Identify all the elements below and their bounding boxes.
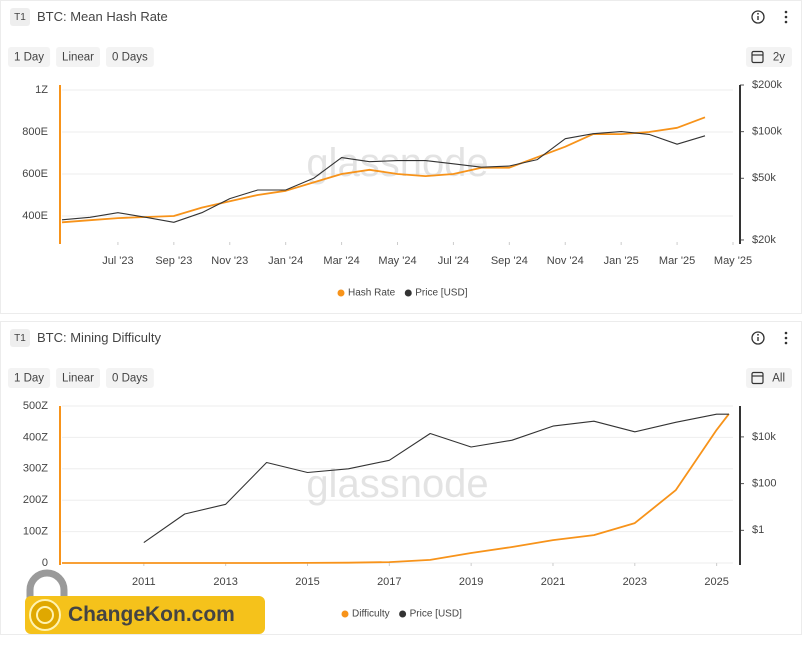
x-tick-label: Jul '24 <box>438 255 469 267</box>
x-tick-label: May '25 <box>714 255 752 267</box>
y-tick-label: 500Z <box>23 400 48 412</box>
menu-dot[interactable] <box>784 336 788 340</box>
y2-tick-label: $20k <box>752 234 776 246</box>
x-tick-label: Sep '24 <box>491 255 528 267</box>
logo-box <box>25 596 265 634</box>
y2-tick-label: $1 <box>752 524 764 536</box>
menu-dot[interactable] <box>784 10 788 14</box>
calendar-icon <box>751 371 764 385</box>
series-line <box>62 413 730 564</box>
y2-tick-label: $200k <box>752 79 782 91</box>
control-label[interactable]: 0 Days <box>112 52 148 64</box>
series-line <box>143 413 729 544</box>
control-button[interactable] <box>56 368 101 388</box>
info-icon-dot <box>757 333 759 336</box>
control-button[interactable] <box>8 47 51 67</box>
y-tick-label: 300Z <box>23 463 48 475</box>
tag: T1 <box>14 333 26 344</box>
y2-tick-label: $10k <box>752 431 776 443</box>
y-tick-label: 200Z <box>23 494 48 506</box>
logo-lock <box>26 569 68 600</box>
legend-label[interactable]: Hash Rate <box>348 288 396 299</box>
legend-swatch <box>404 289 412 297</box>
control-label[interactable]: 1 Day <box>14 52 44 64</box>
x-tick-label: Jan '24 <box>268 255 303 267</box>
control-label[interactable]: 1 Day <box>14 373 44 385</box>
menu-dot[interactable] <box>784 15 788 19</box>
x-tick-label: 2025 <box>704 576 728 588</box>
control-label[interactable]: Linear <box>62 373 94 385</box>
x-tick-label: 2021 <box>541 576 565 588</box>
legend-label[interactable]: Price [USD] <box>415 288 467 299</box>
watermark: glassnode <box>306 462 488 506</box>
chart-title: BTC: Mining Difficulty <box>37 330 162 345</box>
info-icon[interactable] <box>751 331 765 345</box>
y2-tick-label: $100k <box>752 126 782 138</box>
x-tick-label: 2017 <box>377 576 401 588</box>
control-label[interactable]: 0 Days <box>112 373 148 385</box>
legend-label[interactable]: Price [USD] <box>410 609 462 620</box>
legend-swatch <box>337 289 345 297</box>
watermark: glassnode <box>306 141 488 185</box>
series-line <box>61 131 706 223</box>
range-label[interactable]: 2y <box>773 52 785 64</box>
logo-coin <box>29 599 61 631</box>
y-tick-label: 0 <box>42 557 48 569</box>
x-tick-label: Mar '24 <box>323 255 359 267</box>
series-line <box>61 116 706 224</box>
control-button[interactable] <box>8 368 51 388</box>
x-tick-label: Jul '23 <box>102 255 133 267</box>
x-tick-label: 2023 <box>623 576 647 588</box>
y2-tick-label: $50k <box>752 172 776 184</box>
y-tick-label: 400Z <box>23 431 48 443</box>
x-tick-label: 2013 <box>213 576 237 588</box>
control-label[interactable]: Linear <box>62 52 94 64</box>
logo-coin-inner <box>36 606 54 624</box>
x-tick-label: 2019 <box>459 576 483 588</box>
chart-title: BTC: Mean Hash Rate <box>37 9 168 24</box>
control-button[interactable] <box>106 47 154 67</box>
y-tick-label: 400E <box>22 210 48 222</box>
range-label[interactable]: All <box>772 373 785 385</box>
info-icon-dot <box>757 12 759 15</box>
control-button[interactable] <box>56 47 101 67</box>
y-tick-label: 600E <box>22 168 48 180</box>
legend-swatch <box>399 610 407 618</box>
tag-badge <box>10 329 30 347</box>
info-icon[interactable] <box>751 10 765 24</box>
legend-swatch <box>341 610 349 618</box>
calendar-icon <box>751 50 764 64</box>
control-button[interactable] <box>106 368 154 388</box>
y2-tick-label: $100 <box>752 478 776 490</box>
menu-dot[interactable] <box>784 20 788 24</box>
x-tick-label: May '24 <box>378 255 416 267</box>
range-button[interactable] <box>746 47 792 67</box>
logo-text: ChangeKon.com <box>68 603 235 626</box>
menu-dot[interactable] <box>784 341 788 345</box>
x-tick-label: Mar '25 <box>659 255 695 267</box>
legend-label[interactable]: Difficulty <box>352 609 390 620</box>
x-tick-label: 2011 <box>132 576 156 588</box>
x-tick-label: Nov '24 <box>547 255 584 267</box>
y-tick-label: 1Z <box>35 84 48 96</box>
x-tick-label: 2015 <box>295 576 319 588</box>
y-tick-label: 800E <box>22 126 48 138</box>
menu-dot[interactable] <box>784 331 788 335</box>
y-tick-label: 100Z <box>23 526 48 538</box>
x-tick-label: Nov '23 <box>211 255 248 267</box>
x-tick-label: Jan '25 <box>604 255 639 267</box>
tag: T1 <box>14 12 26 23</box>
range-button[interactable] <box>746 368 792 388</box>
x-tick-label: Sep '23 <box>155 255 192 267</box>
tag-badge <box>10 8 30 26</box>
